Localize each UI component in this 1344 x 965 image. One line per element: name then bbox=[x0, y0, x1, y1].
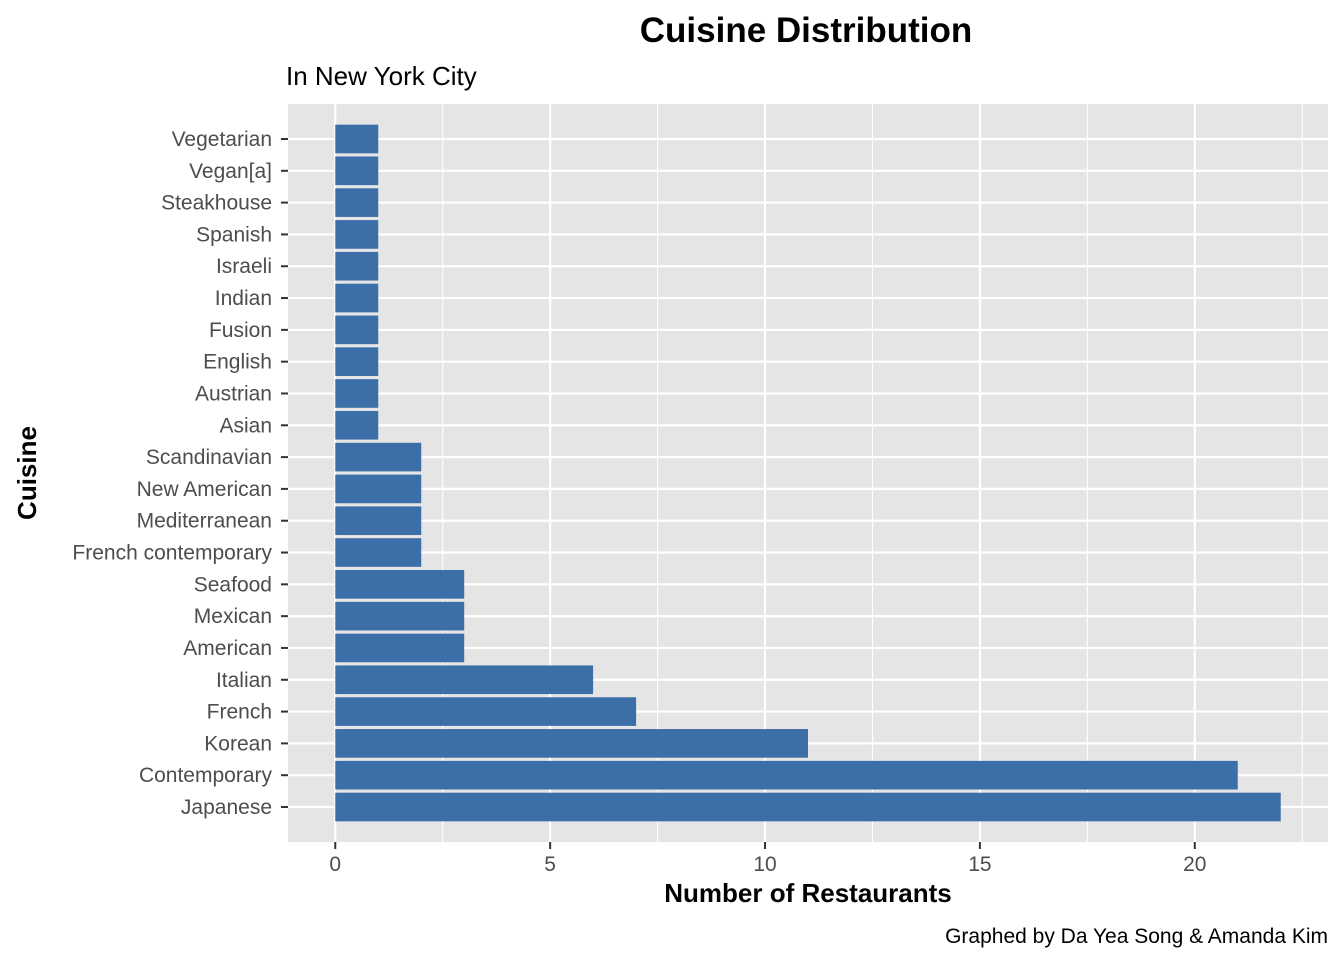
bar bbox=[335, 506, 422, 536]
bar bbox=[335, 347, 379, 376]
bar bbox=[335, 442, 422, 472]
y-tick-label: Austrian bbox=[195, 382, 272, 405]
bar bbox=[335, 697, 637, 726]
bar bbox=[335, 729, 808, 758]
y-tick-label: Japanese bbox=[181, 796, 272, 819]
chart-caption: Graphed by Da Yea Song & Amanda Kim bbox=[945, 925, 1328, 948]
y-tick-label: Spanish bbox=[196, 223, 272, 246]
y-tick-label: Contemporary bbox=[139, 764, 273, 787]
y-axis: Japanese Contemporary Korean French Italian A… bbox=[72, 128, 288, 819]
y-tick-label: English bbox=[203, 351, 272, 374]
bar bbox=[335, 601, 465, 631]
y-tick-label: Mexican bbox=[194, 605, 272, 628]
x-axis-label: Number of Restaurants bbox=[664, 878, 952, 908]
x-tick-label: 5 bbox=[544, 853, 556, 876]
y-tick-label: American bbox=[183, 637, 272, 660]
y-tick-label: Fusion bbox=[209, 319, 272, 342]
y-tick-label: Seafood bbox=[194, 573, 272, 596]
bar bbox=[335, 474, 422, 504]
y-tick-label: Korean bbox=[204, 732, 272, 755]
y-axis-label: Cuisine bbox=[12, 426, 42, 520]
y-tick-label: New American bbox=[137, 478, 272, 501]
y-tick-label: French bbox=[207, 701, 272, 724]
chart-title: Cuisine Distribution bbox=[640, 11, 973, 50]
bar bbox=[335, 188, 379, 217]
bar bbox=[335, 220, 379, 249]
bar bbox=[335, 633, 465, 663]
bar bbox=[335, 315, 379, 345]
y-tick-label: Vegetarian bbox=[172, 128, 272, 151]
x-axis: 0 5 10 15 20 bbox=[329, 842, 1206, 876]
bar bbox=[335, 570, 465, 599]
bar bbox=[335, 283, 379, 313]
bars bbox=[335, 124, 1281, 822]
y-tick-label: Asian bbox=[219, 414, 272, 437]
bar bbox=[335, 251, 379, 281]
y-tick-label: French contemporary bbox=[72, 542, 272, 565]
y-tick-label: Vegan[a] bbox=[189, 160, 272, 183]
bar bbox=[335, 379, 379, 408]
y-tick-label: Italian bbox=[216, 669, 272, 692]
y-tick-label: Mediterranean bbox=[137, 510, 272, 533]
bar bbox=[335, 792, 1281, 822]
y-tick-label: Scandinavian bbox=[146, 446, 272, 469]
y-tick-label: Steakhouse bbox=[161, 192, 272, 215]
y-tick-label: Indian bbox=[215, 287, 272, 310]
bar bbox=[335, 760, 1238, 790]
x-tick-label: 15 bbox=[968, 853, 991, 876]
x-tick-label: 0 bbox=[329, 853, 341, 876]
bar bbox=[335, 665, 594, 695]
x-tick-label: 10 bbox=[753, 853, 776, 876]
bar bbox=[335, 124, 379, 154]
bar bbox=[335, 538, 422, 567]
chart-subtitle: In New York City bbox=[286, 61, 477, 91]
bar bbox=[335, 410, 379, 440]
x-tick-label: 20 bbox=[1183, 853, 1206, 876]
bar bbox=[335, 156, 379, 186]
y-tick-label: Israeli bbox=[216, 255, 272, 278]
